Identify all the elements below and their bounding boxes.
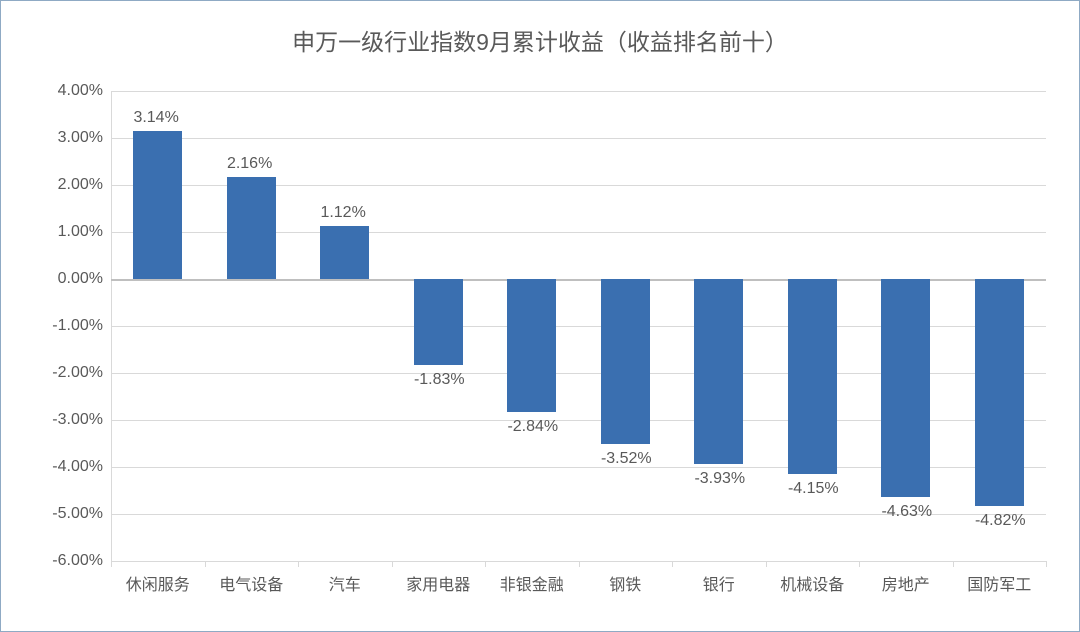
x-tick xyxy=(111,561,112,567)
gridline xyxy=(111,91,1046,92)
bar xyxy=(881,279,930,497)
bar-value-label: -2.84% xyxy=(507,418,558,436)
y-axis-tick-label: 0.00% xyxy=(58,270,111,288)
x-category-label: 休闲服务 xyxy=(126,561,190,595)
x-tick xyxy=(485,561,486,567)
x-tick xyxy=(672,561,673,567)
bar-value-label: 2.16% xyxy=(227,155,272,173)
bar xyxy=(320,226,369,279)
bar-value-label: -4.82% xyxy=(975,512,1026,530)
x-tick xyxy=(1046,561,1047,567)
y-axis-tick-label: -3.00% xyxy=(52,411,111,429)
x-tick xyxy=(392,561,393,567)
bar-value-label: -1.83% xyxy=(414,371,465,389)
bar-value-label: 3.14% xyxy=(133,109,178,127)
gridline xyxy=(111,138,1046,139)
chart-title: 申万一级行业指数9月累计收益（收益排名前十） xyxy=(1,1,1079,57)
chart-container: 申万一级行业指数9月累计收益（收益排名前十） 4.00%3.00%2.00%1.… xyxy=(0,0,1080,632)
y-axis-tick-label: 3.00% xyxy=(58,129,111,147)
x-category-label: 机械设备 xyxy=(780,561,844,595)
x-category-label: 国防军工 xyxy=(967,561,1031,595)
y-axis-tick-label: 4.00% xyxy=(58,82,111,100)
x-category-label: 电气设备 xyxy=(219,561,283,595)
x-tick xyxy=(298,561,299,567)
x-tick xyxy=(859,561,860,567)
x-tick xyxy=(766,561,767,567)
x-category-label: 非银金融 xyxy=(500,561,564,595)
x-category-label: 汽车 xyxy=(329,561,361,595)
x-tick xyxy=(205,561,206,567)
x-category-label: 家用电器 xyxy=(406,561,470,595)
x-category-label: 房地产 xyxy=(882,561,930,595)
bar-value-label: 1.12% xyxy=(320,204,365,222)
x-tick xyxy=(579,561,580,567)
bar xyxy=(507,279,556,412)
y-axis-tick-label: 2.00% xyxy=(58,176,111,194)
bar xyxy=(788,279,837,474)
plot-area: 4.00%3.00%2.00%1.00%0.00%-1.00%-2.00%-3.… xyxy=(111,91,1046,561)
y-axis-tick-label: -4.00% xyxy=(52,458,111,476)
y-axis-tick-label: -5.00% xyxy=(52,505,111,523)
bar xyxy=(975,279,1024,506)
y-axis-tick-label: 1.00% xyxy=(58,223,111,241)
x-category-label: 银行 xyxy=(703,561,735,595)
bar xyxy=(227,177,276,279)
bar-value-label: -4.63% xyxy=(881,503,932,521)
y-axis-tick-label: -6.00% xyxy=(52,552,111,570)
bar xyxy=(133,131,182,279)
x-category-label: 钢铁 xyxy=(609,561,641,595)
x-tick xyxy=(953,561,954,567)
bar xyxy=(694,279,743,464)
y-axis-tick-label: -2.00% xyxy=(52,364,111,382)
bar xyxy=(414,279,463,365)
bar-value-label: -3.93% xyxy=(694,470,745,488)
y-axis-tick-label: -1.00% xyxy=(52,317,111,335)
bar-value-label: -3.52% xyxy=(601,450,652,468)
bar xyxy=(601,279,650,444)
bar-value-label: -4.15% xyxy=(788,480,839,498)
